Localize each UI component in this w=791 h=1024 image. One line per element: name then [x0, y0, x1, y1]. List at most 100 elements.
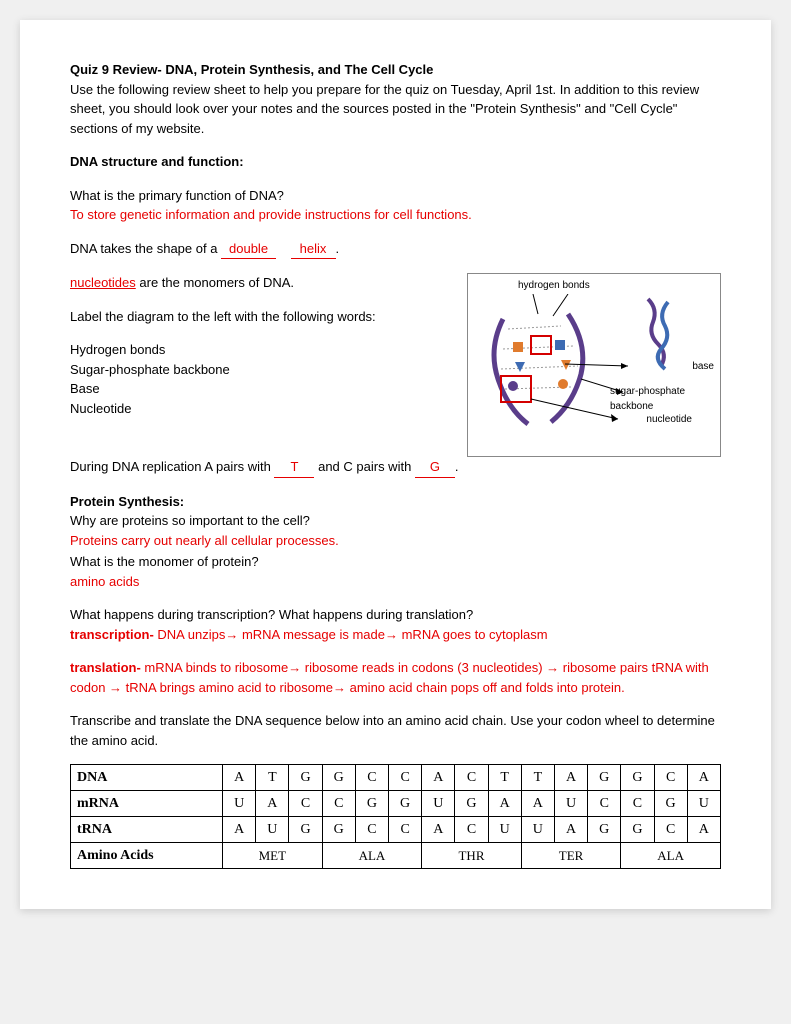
- dna-cell: A: [422, 765, 455, 791]
- label-word-2: Sugar-phosphate backbone: [70, 362, 230, 377]
- dna-cell: G: [588, 765, 621, 791]
- monomers-suffix: are the monomers of DNA.: [136, 275, 294, 290]
- monomers-line: nucleotides are the monomers of DNA.: [70, 273, 452, 293]
- mrna-cell: G: [389, 791, 422, 817]
- diagram-label-hydrogen: hydrogen bonds: [518, 278, 590, 293]
- mrna-cell: U: [223, 791, 256, 817]
- mrna-cell: G: [654, 791, 687, 817]
- table-row-mrna: mRNA UACCGGUGAAUCCGU: [71, 791, 721, 817]
- row-header-trna: tRNA: [71, 817, 223, 843]
- translation-block: translation- mRNA binds to ribosome→ rib…: [70, 658, 721, 697]
- aa-cell: TER: [521, 843, 621, 869]
- transcription-text: DNA unzips→ mRNA message is made→ mRNA g…: [154, 627, 548, 642]
- a1-text: To store genetic information and provide…: [70, 207, 472, 222]
- section2-block: Protein Synthesis: Why are proteins so i…: [70, 492, 721, 551]
- dna-cell: G: [621, 765, 654, 791]
- dna-cell: G: [289, 765, 322, 791]
- translation-text: mRNA binds to ribosome→ ribosome reads i…: [70, 660, 709, 695]
- trna-cell: U: [488, 817, 521, 843]
- label-instruction: Label the diagram to the left with the f…: [70, 307, 452, 327]
- q4-text: What happens during transcription? What …: [70, 607, 473, 622]
- transcription-label: transcription-: [70, 627, 154, 642]
- dna-cell: C: [355, 765, 388, 791]
- q4-block: What happens during transcription? What …: [70, 605, 721, 644]
- title-paragraph: Quiz 9 Review- DNA, Protein Synthesis, a…: [70, 60, 721, 138]
- dna-cell: A: [687, 765, 720, 791]
- trna-cell: C: [455, 817, 488, 843]
- replication-line: During DNA replication A pairs with T an…: [70, 457, 721, 478]
- row-header-amino: Amino Acids: [71, 843, 223, 869]
- table-row-dna: DNA ATGGCCACTTAGGCA: [71, 765, 721, 791]
- label-words-list: Hydrogen bonds Sugar-phosphate backbone …: [70, 340, 452, 418]
- mrna-cell: C: [621, 791, 654, 817]
- trna-cell: A: [223, 817, 256, 843]
- section1-heading: DNA structure and function:: [70, 152, 721, 172]
- shape-suffix: .: [336, 241, 340, 256]
- dna-cell: C: [654, 765, 687, 791]
- table-row-amino: Amino Acids MET ALA THR TER ALA: [71, 843, 721, 869]
- label-word-1: Hydrogen bonds: [70, 342, 165, 357]
- repl-blank2: G: [415, 457, 455, 478]
- mrna-cell: U: [554, 791, 587, 817]
- codon-table: DNA ATGGCCACTTAGGCA mRNA UACCGGUGAAUCCGU…: [70, 764, 721, 869]
- q3-text: What is the monomer of protein?: [70, 554, 259, 569]
- trna-cell: A: [554, 817, 587, 843]
- trna-cell: U: [521, 817, 554, 843]
- dna-diagram: hydrogen bonds base sugar-phosphate back…: [467, 273, 721, 457]
- shape-line: DNA takes the shape of a double helix.: [70, 239, 721, 260]
- trna-cell: G: [289, 817, 322, 843]
- mrna-cell: A: [521, 791, 554, 817]
- mrna-cell: U: [687, 791, 720, 817]
- row-header-dna: DNA: [71, 765, 223, 791]
- aa-cell: MET: [223, 843, 323, 869]
- mrna-cell: C: [588, 791, 621, 817]
- mrna-cell: A: [488, 791, 521, 817]
- repl-blank1: T: [274, 457, 314, 478]
- q1-text: What is the primary function of DNA?: [70, 188, 284, 203]
- mrna-cell: G: [355, 791, 388, 817]
- trna-cell: U: [256, 817, 289, 843]
- a3-text: amino acids: [70, 574, 139, 589]
- aa-cell: ALA: [621, 843, 721, 869]
- diagram-left-text: nucleotides are the monomers of DNA. Lab…: [70, 273, 452, 432]
- dna-cell: G: [322, 765, 355, 791]
- trna-cell: G: [621, 817, 654, 843]
- mrna-cell: C: [289, 791, 322, 817]
- repl-mid: and C pairs with: [314, 459, 414, 474]
- dna-cell: C: [389, 765, 422, 791]
- dna-cell: A: [554, 765, 587, 791]
- diagram-section: nucleotides are the monomers of DNA. Lab…: [70, 273, 721, 457]
- mrna-cell: U: [422, 791, 455, 817]
- translation-label: translation-: [70, 660, 141, 675]
- mrna-cell: G: [455, 791, 488, 817]
- label-word-3: Base: [70, 381, 100, 396]
- transcribe-instruction: Transcribe and translate the DNA sequenc…: [70, 711, 721, 750]
- dna-cell: T: [521, 765, 554, 791]
- dna-cell: A: [223, 765, 256, 791]
- page-title: Quiz 9 Review- DNA, Protein Synthesis, a…: [70, 62, 433, 77]
- trna-cell: C: [654, 817, 687, 843]
- transcription-line: transcription- DNA unzips→ mRNA message …: [70, 627, 548, 642]
- trna-cell: C: [389, 817, 422, 843]
- trna-cell: G: [322, 817, 355, 843]
- mrna-cell: A: [256, 791, 289, 817]
- a2-text: Proteins carry out nearly all cellular p…: [70, 533, 339, 548]
- repl-suffix: .: [455, 459, 459, 474]
- aa-cell: THR: [422, 843, 522, 869]
- dna-cell: T: [488, 765, 521, 791]
- trna-cell: A: [422, 817, 455, 843]
- trna-cell: A: [687, 817, 720, 843]
- intro-text: Use the following review sheet to help y…: [70, 82, 699, 136]
- dna-cell: T: [256, 765, 289, 791]
- table-row-trna: tRNA AUGGCCACUUAGGCA: [71, 817, 721, 843]
- dna-diagram-svg: [473, 294, 703, 439]
- label-word-4: Nucleotide: [70, 401, 131, 416]
- row-header-mrna: mRNA: [71, 791, 223, 817]
- trna-cell: G: [588, 817, 621, 843]
- trna-cell: C: [355, 817, 388, 843]
- q3-block: What is the monomer of protein? amino ac…: [70, 552, 721, 591]
- q1-block: What is the primary function of DNA? To …: [70, 186, 721, 225]
- document-page: Quiz 9 Review- DNA, Protein Synthesis, a…: [20, 20, 771, 909]
- monomers-blank: nucleotides: [70, 275, 136, 290]
- shape-prefix: DNA takes the shape of a: [70, 241, 221, 256]
